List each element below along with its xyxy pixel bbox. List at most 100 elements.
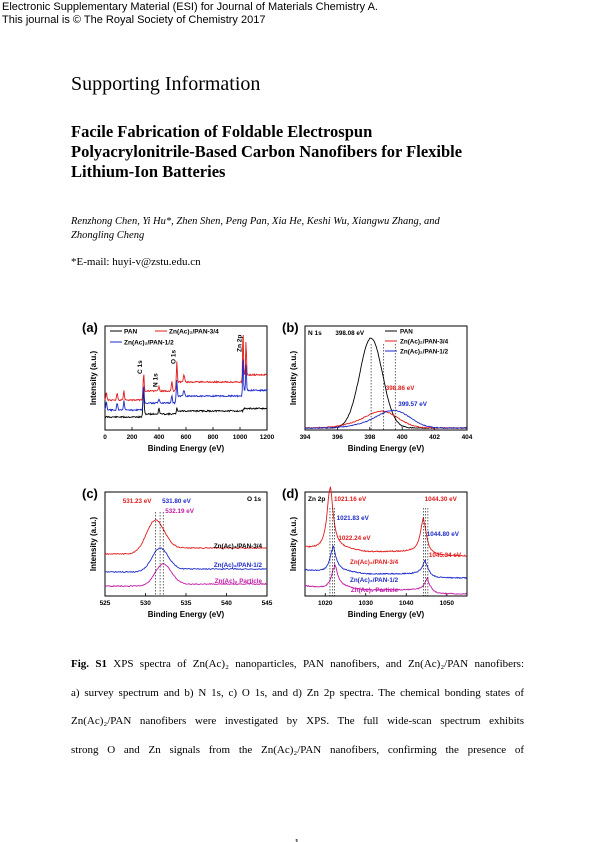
panel-c: 525 530 535 540 545 Binding Energy (eV) Intens… (82, 486, 273, 619)
x-axis-label: Binding Energy (eV) (148, 444, 225, 453)
survey-series-line (104, 390, 268, 419)
caption-line4: strong O and Zn signals from the Zn(Ac)₂… (71, 743, 524, 756)
curve-label: Zn(Ac)₂/PAN-1/2 (350, 577, 399, 584)
x-tick-label: 530 (140, 600, 151, 607)
caption-line2: a) survey spectrum and b) N 1s, c) O 1s,… (71, 686, 524, 699)
peak-annotation-c1s: C 1s (137, 360, 144, 374)
x-tick-label: 525 (100, 600, 111, 607)
x-tick-label: 535 (181, 600, 192, 607)
x-tick-label: 400 (154, 434, 165, 441)
panel-label: (a) (82, 320, 98, 335)
x-tick-label: 545 (262, 600, 273, 607)
caption-line1: Fig. S1 XPS spectra of Zn(Ac)₂ nanoparti… (71, 656, 524, 685)
panel-title: O 1s (247, 496, 261, 503)
x-tick-label: 1050 (440, 600, 455, 607)
esi-header-line2: This journal is © The Royal Society of C… (2, 14, 266, 26)
peak-label: 531.23 eV (123, 498, 153, 505)
panel-title: Zn 2p (308, 496, 325, 503)
curve-label: Zn(Ac)₂/PAN-3/4 (350, 559, 399, 566)
peak-label: 1022.24 eV (338, 535, 371, 542)
survey-series-line (104, 359, 268, 412)
panel-d: 1020 1030 1040 1050 Binding Energy (eV) Inten… (282, 486, 468, 619)
x-axis-label: Binding Energy (eV) (148, 610, 225, 619)
x-tick-label: 1030 (359, 600, 374, 607)
paper-title: Facile Fabrication of Foldable Electrosp… (71, 122, 541, 182)
peak-label: 1044.80 eV (427, 531, 460, 538)
panel-label: (d) (282, 486, 299, 501)
peak-label: 532.19 eV (165, 508, 195, 515)
supporting-info-heading: Supporting Information (71, 73, 261, 95)
corresponding-email: *E-mail: huyi-v@zstu.edu.cn (71, 256, 201, 268)
x-tick-label: 400 (397, 434, 408, 441)
x-tick-label: 800 (208, 434, 219, 441)
x-tick-label: 394 (300, 434, 311, 441)
n1s-series-line (304, 409, 468, 429)
x-tick-label: 402 (429, 434, 440, 441)
x-tick-label: 1020 (318, 600, 333, 607)
page-number: 1 (294, 837, 300, 842)
caption-label: Fig. S1 (71, 658, 107, 670)
caption-line1-text: XPS spectra of Zn(Ac)₂ nanoparticles, PA… (113, 658, 524, 670)
curve-label: Zn(Ac)₂ Particle (351, 587, 399, 594)
x-tick-label: 1040 (399, 600, 414, 607)
panel-a: 0 200 400 600 800 1000 1200 Binding Energy (eV)… (82, 320, 275, 453)
peak-label: 531.80 eV (162, 498, 192, 505)
legend-entry: PAN (124, 329, 138, 336)
y-axis-label: Intensity (a.u.) (289, 351, 298, 406)
figure-caption: Fig. S1 XPS spectra of Zn(Ac)₂ nanoparti… (71, 656, 524, 770)
peak-label: 398.86 eV (386, 385, 416, 392)
paper-title-line3: Lithium-Ion Batteries (71, 162, 226, 181)
peak-label: 399.57 eV (398, 401, 428, 408)
panel-b: 394 396 398 400 402 404 Binding Energy (eV) Int… (282, 320, 473, 453)
zn2p-series-line (304, 562, 467, 595)
y-axis-label: Intensity (a.u.) (89, 517, 98, 572)
legend-entry: PAN (400, 329, 413, 336)
peak-label: 1045.34 eV (429, 552, 462, 559)
x-tick-label: 0 (103, 434, 107, 441)
curve-label: Zn(Ac)₂/PAN-3/4 (214, 543, 263, 550)
y-axis-label: Intensity (a.u.) (89, 351, 98, 406)
x-tick-label: 1000 (233, 434, 248, 441)
x-tick-label: 1200 (260, 434, 275, 441)
curve-label: Zn(Ac)₂/PAN-1/2 (214, 562, 263, 569)
peak-label: 398.08 eV (335, 330, 365, 337)
curve-label: Zn(Ac)₂ Particle (215, 578, 263, 585)
peak-label: 1021.83 eV (337, 515, 370, 522)
peak-annotation-zn2p: Zn 2p (237, 335, 244, 352)
legend-entry: Zn(Ac)₂/PAN-3/4 (169, 329, 219, 336)
x-tick-label: 200 (127, 434, 138, 441)
peak-label: 1021.16 eV (334, 496, 367, 503)
peak-annotation-o1s: O 1s (170, 350, 177, 364)
authors-line1: Renzhong Chen, Yi Hu*, Zhen Shen, Peng P… (71, 216, 440, 227)
authors-line2: Zhongling Cheng (71, 230, 145, 241)
y-axis-label: Intensity (a.u.) (289, 517, 298, 572)
o1s-series-line (104, 547, 267, 573)
x-tick-label: 398 (364, 434, 375, 441)
peak-annotation-n1s: N 1s (153, 373, 160, 387)
x-tick-label: 396 (332, 434, 343, 441)
peak-label: 1044.30 eV (425, 496, 458, 503)
survey-series-line (104, 334, 268, 402)
esi-header-line1: Electronic Supplementary Material (ESI) … (2, 1, 378, 13)
x-tick-label: 404 (462, 434, 473, 441)
author-list: Renzhong Chen, Yi Hu*, Zhen Shen, Peng P… (71, 215, 531, 243)
paper-title-line2: Polyacrylonitrile-Based Carbon Nanofiber… (71, 142, 463, 161)
plot-frame (304, 491, 468, 597)
zn2p-series-line (305, 486, 467, 557)
zn2p-series-line (304, 544, 467, 580)
panel-label: (b) (282, 320, 299, 335)
x-tick-label: 600 (181, 434, 192, 441)
plot-frame (304, 325, 468, 431)
o1s-series-line (104, 519, 267, 556)
x-axis-label: Binding Energy (eV) (348, 444, 425, 453)
x-tick-label: 540 (221, 600, 232, 607)
caption-line3: Zn(Ac)₂/PAN nanofibers were investigated… (71, 715, 524, 727)
x-axis-label: Binding Energy (eV) (348, 610, 425, 619)
legend-entry: Zn(Ac)₂/PAN-3/4 (400, 339, 449, 346)
o1s-series-line (104, 563, 268, 588)
legend-entry: Zn(Ac)₂/PAN-1/2 (124, 340, 174, 347)
legend-entry: Zn(Ac)₂/PAN-1/2 (400, 349, 449, 356)
xps-figure: 0 200 400 600 800 1000 1200 Binding Energy (eV)… (82, 320, 473, 619)
panel-title: N 1s (308, 330, 322, 337)
